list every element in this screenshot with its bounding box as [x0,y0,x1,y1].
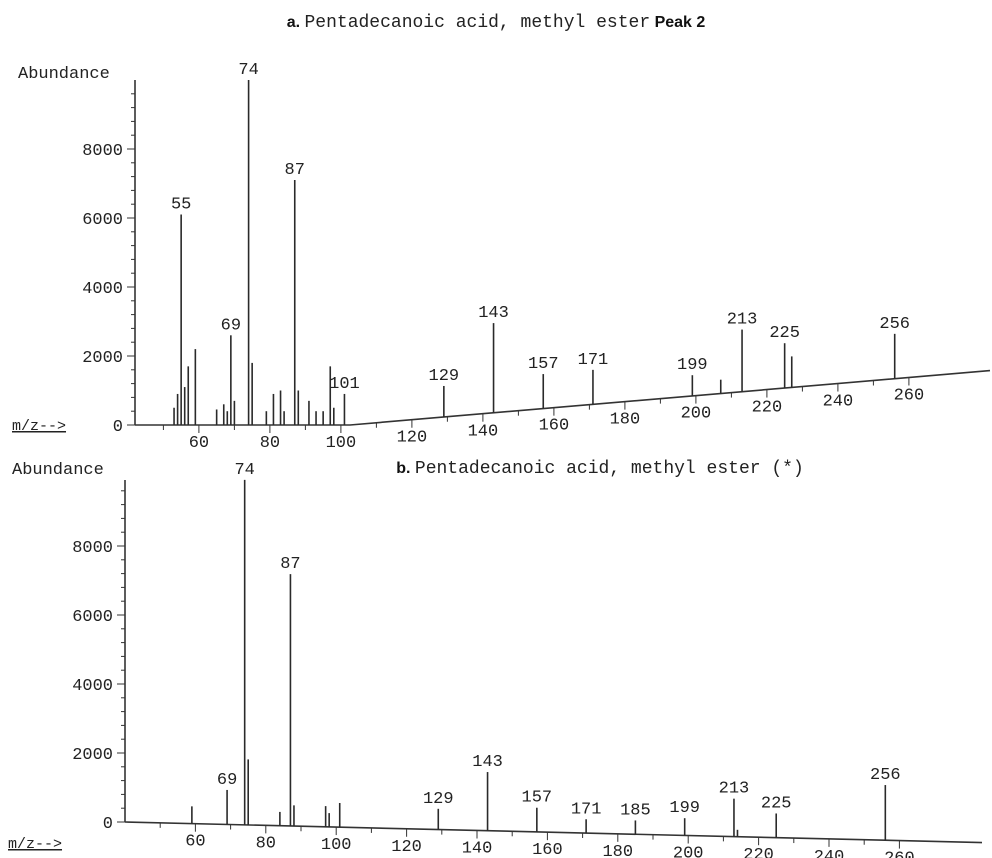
peak-label: 213 [719,780,750,799]
peak-label: 199 [669,799,700,818]
x-tick-label: 200 [681,405,712,424]
chart-title: a. Pentadecanoic acid, methyl ester Peak… [287,13,706,33]
peak-label: 129 [423,790,454,809]
y-axis-label: Abundance [18,65,110,84]
x-axis-label: m/z--> [8,836,62,853]
y-tick-label: 0 [113,418,123,437]
y-tick-label: 6000 [82,211,123,230]
peak-label: 143 [478,304,509,323]
peak-label: 69 [217,771,237,790]
peak-label: 256 [870,766,901,785]
x-tick-label: 240 [823,393,854,412]
peak-label: 225 [769,324,800,343]
x-tick-label: 140 [462,839,493,858]
peak-label: 129 [429,367,460,386]
x-tick-label: 80 [260,434,280,453]
x-tick-label: 160 [532,841,563,858]
x-axis-label: m/z--> [12,418,66,435]
peak-label: 185 [620,801,651,820]
x-axis-line [124,821,983,844]
y-tick-label: 6000 [72,608,113,627]
peak-label: 101 [329,375,360,394]
peak-label: 74 [238,61,258,80]
peak-label: 157 [528,355,559,374]
peak-label: 55 [171,196,191,215]
y-tick-label: 4000 [82,280,123,299]
x-tick-label: 140 [468,423,499,442]
peak-label: 225 [761,794,792,813]
spectrum-chart-a: a. Pentadecanoic acid, methyl ester Peak… [12,13,991,453]
y-axis-label: Abundance [12,461,104,480]
x-axis-line [135,369,991,426]
y-tick-label: 4000 [72,677,113,696]
x-tick-label: 160 [539,417,570,436]
peak-label: 199 [677,356,708,375]
x-tick-label: 100 [326,434,357,453]
x-tick-label: 220 [752,399,783,418]
x-tick-label: 100 [321,836,352,855]
chart-title: b. Pentadecanoic acid, methyl ester (*) [396,459,804,479]
y-tick-label: 2000 [82,349,123,368]
spectrum-chart-b: b. Pentadecanoic acid, methyl ester (*) A… [8,459,983,858]
peak-label: 87 [285,161,305,180]
peak-label: 213 [727,311,758,330]
x-tick-label: 200 [673,845,704,858]
peak-label: 256 [879,315,910,334]
x-tick-label: 240 [814,848,845,858]
peak-label: 143 [472,753,503,772]
x-tick-label: 60 [185,833,205,852]
y-tick-label: 2000 [72,746,113,765]
peak-label: 171 [571,800,602,819]
x-tick-label: 120 [391,838,422,857]
peak-label: 87 [280,555,300,574]
x-tick-label: 180 [610,411,641,430]
x-tick-label: 260 [894,386,925,405]
peak-label: 74 [234,461,254,480]
x-tick-label: 80 [256,834,276,853]
x-tick-label: 60 [189,434,209,453]
x-tick-label: 180 [602,843,633,858]
y-tick-label: 8000 [72,539,113,558]
peak-label: 69 [221,316,241,335]
x-tick-label: 220 [743,846,774,858]
x-tick-label: 260 [884,850,915,858]
y-tick-label: 0 [103,815,113,834]
peak-label: 157 [522,789,553,808]
x-tick-label: 120 [397,429,428,448]
y-tick-label: 8000 [82,142,123,161]
peak-label: 171 [578,351,609,370]
